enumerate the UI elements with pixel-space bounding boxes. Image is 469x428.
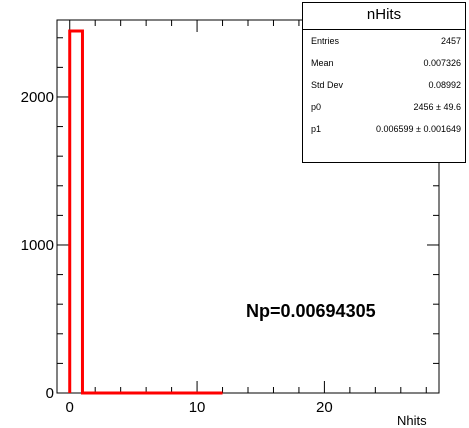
stats-value: 0.007326 <box>423 58 461 68</box>
stats-row-p0: p0 2456 ± 49.6 <box>303 96 465 118</box>
axis-tick-labels: 0 10 20 0 1000 2000 <box>21 89 333 416</box>
x-axis-title: Nhits <box>397 413 427 428</box>
np-annotation: Np=0.00694305 <box>246 301 376 321</box>
x-tick-label: 0 <box>66 399 74 416</box>
stats-label: Std Dev <box>311 80 344 90</box>
stats-label: Entries <box>311 36 340 46</box>
y-tick-label: 1000 <box>21 237 54 254</box>
stats-value: 0.08992 <box>428 80 461 90</box>
stats-row-mean: Mean 0.007326 <box>303 52 465 74</box>
stats-value: 2457 <box>440 36 461 46</box>
stats-value: 0.006599 ± 0.001649 <box>375 124 461 134</box>
y-tick-label: 0 <box>46 385 54 402</box>
stats-label: p1 <box>311 124 322 134</box>
stats-value: 2456 ± 49.6 <box>413 102 461 112</box>
x-tick-label: 20 <box>316 399 333 416</box>
stats-row-entries: Entries 2457 <box>303 30 465 52</box>
stats-label: Mean <box>311 58 334 68</box>
x-tick-label: 10 <box>189 399 206 416</box>
histogram-line <box>68 29 223 395</box>
stats-label: p0 <box>311 102 322 112</box>
y-tick-label: 2000 <box>21 89 54 106</box>
stats-row-p1: p1 0.006599 ± 0.001649 <box>303 118 465 140</box>
stats-row-stddev: Std Dev 0.08992 <box>303 74 465 96</box>
stats-box: nHits Entries 2457 Mean 0.007326 Std Dev… <box>302 2 466 163</box>
stats-title: nHits <box>303 3 465 30</box>
